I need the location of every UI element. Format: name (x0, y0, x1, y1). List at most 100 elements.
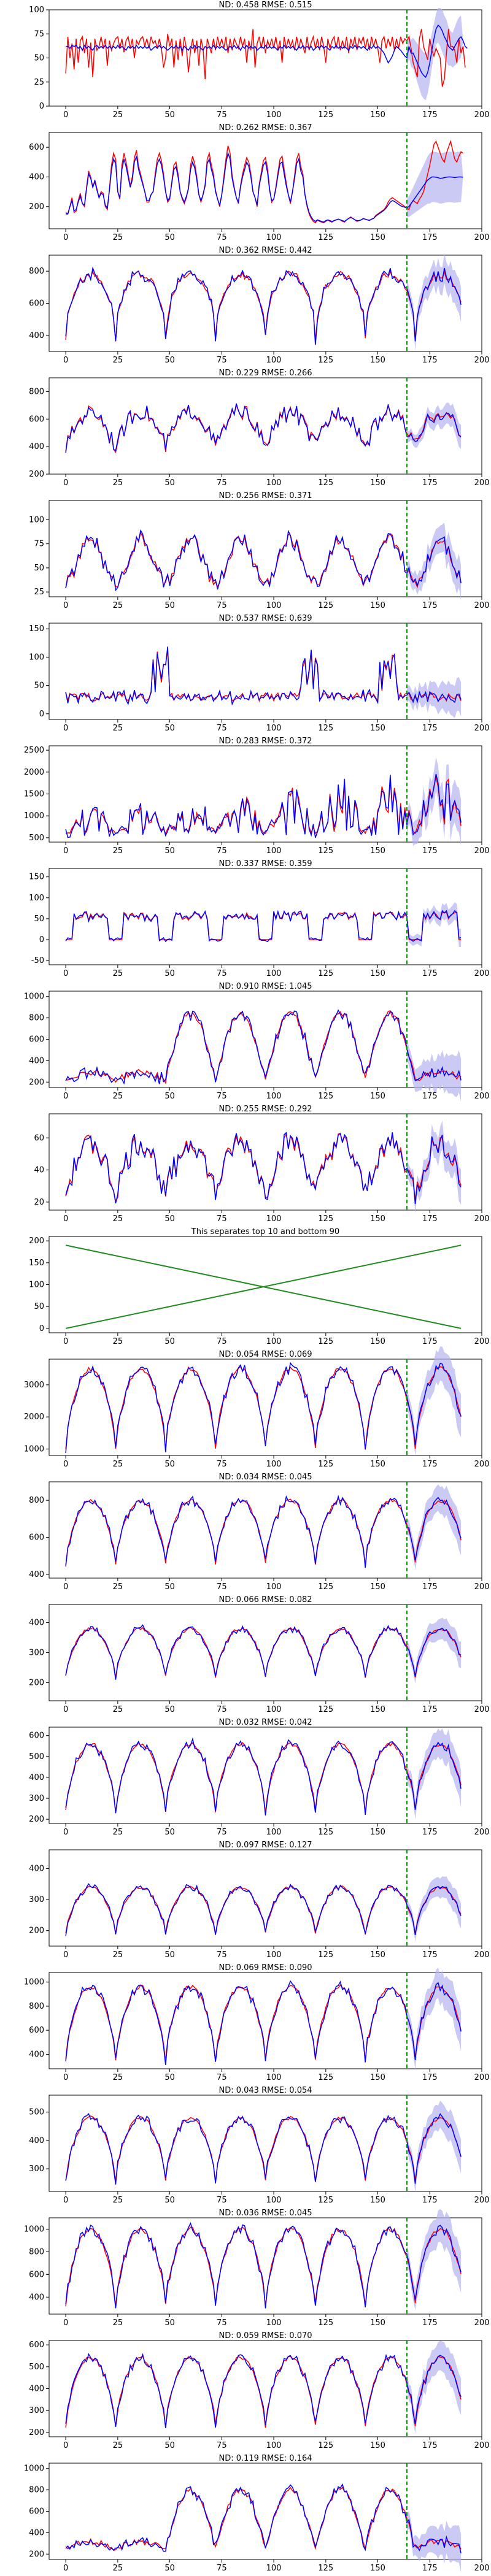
x-tick-label: 125 (318, 724, 333, 733)
x-tick-label: 0 (63, 1337, 68, 1346)
subplot-16: ND: 0.097 RMSE: 0.127 0 25 50 75 100 125 150 175… (29, 1841, 489, 1960)
actual-series-line (65, 1984, 462, 2061)
confidence-band (406, 1876, 462, 1942)
x-tick-label: 0 (63, 110, 68, 120)
x-tick-label: 50 (164, 1582, 175, 1592)
subplot-12: ND: 0.054 RMSE: 0.069 0 25 50 75 100 125 150 175… (24, 1346, 489, 1469)
x-tick-label: 125 (318, 110, 333, 120)
subplot-title: ND: 0.066 RMSE: 0.082 (218, 1595, 312, 1604)
actual-series-line (65, 2226, 462, 2307)
x-tick-label: 0 (63, 969, 68, 978)
predicted-series-line (65, 1362, 462, 1454)
y-tick-label: 600 (29, 1035, 44, 1045)
actual-series-line (65, 404, 462, 454)
predicted-series-line (65, 2483, 462, 2554)
y-tick-label: 500 (29, 1752, 44, 1761)
x-tick-label: 100 (266, 478, 282, 488)
x-tick-label: 0 (63, 846, 68, 856)
x-tick-label: 50 (164, 1092, 175, 1101)
x-tick-label: 150 (370, 2441, 385, 2450)
y-tick-label: 0 (39, 102, 44, 111)
x-tick-label: 25 (113, 1214, 123, 1224)
x-tick-label: 100 (266, 846, 282, 856)
x-tick-label: 25 (113, 1705, 123, 1714)
x-tick-label: 200 (474, 1092, 490, 1101)
x-tick-label: 100 (266, 2564, 282, 2573)
subplot-title: ND: 0.256 RMSE: 0.371 (218, 491, 312, 500)
x-tick-label: 50 (164, 969, 175, 978)
y-tick-label: 400 (29, 331, 44, 340)
x-tick-label: 0 (63, 1460, 68, 1469)
y-tick-label: 400 (29, 1618, 44, 1627)
x-tick-label: 50 (164, 478, 175, 488)
y-tick-label: 600 (29, 415, 44, 424)
y-tick-label: 60 (34, 1133, 44, 1143)
x-tick-label: 100 (266, 1092, 282, 1101)
x-tick-label: 100 (266, 233, 282, 242)
x-tick-label: 50 (164, 1214, 175, 1224)
y-tick-label: 800 (29, 387, 44, 396)
axes-frame (48, 2217, 482, 2315)
x-tick-label: 150 (370, 2073, 385, 2082)
x-tick-label: 100 (266, 2318, 282, 2328)
y-tick-label: 200 (29, 202, 44, 212)
y-tick-label: 1000 (24, 1445, 44, 1454)
axes-frame (48, 868, 482, 965)
x-tick-label: 25 (113, 1828, 123, 1837)
x-tick-label: 150 (370, 1828, 385, 1837)
predicted-series-line (65, 1495, 462, 1568)
actual-series-line (65, 2355, 462, 2428)
confidence-band (406, 1728, 462, 1820)
subplot-title: ND: 0.537 RMSE: 0.639 (218, 614, 312, 623)
y-tick-label: 75 (34, 540, 44, 549)
predicted-series-line (65, 1624, 462, 1680)
x-tick-label: 0 (63, 1214, 68, 1224)
subplot-6: ND: 0.537 RMSE: 0.639 0 25 50 75 100 125 150 175… (29, 614, 489, 733)
x-tick-label: 25 (113, 356, 123, 365)
y-tick-label: 100 (29, 894, 44, 903)
predicted-series-line (65, 1132, 462, 1205)
subplot-title: ND: 0.362 RMSE: 0.442 (218, 246, 312, 255)
y-tick-label: 400 (29, 2528, 44, 2537)
y-tick-label: 1500 (24, 790, 44, 799)
x-tick-label: 75 (217, 110, 227, 120)
x-tick-label: 125 (318, 478, 333, 488)
y-tick-label: 600 (29, 2340, 44, 2350)
x-tick-label: 75 (217, 724, 227, 733)
x-tick-label: 175 (422, 1460, 438, 1469)
y-tick-label: 50 (34, 1302, 44, 1311)
subplot-title: ND: 0.337 RMSE: 0.359 (218, 859, 312, 868)
y-tick-label: 100 (29, 1281, 44, 1290)
x-tick-label: 75 (217, 1582, 227, 1592)
x-tick-label: 50 (164, 2564, 175, 2573)
confidence-band (406, 1484, 462, 1570)
axes-frame (48, 1727, 482, 1824)
subplot-2: ND: 0.262 RMSE: 0.367 0 25 50 75 100 125 150 175… (29, 123, 489, 242)
x-tick-label: 100 (266, 356, 282, 365)
y-tick-label: 0 (39, 710, 44, 719)
x-tick-label: 0 (63, 478, 68, 488)
x-tick-label: 175 (422, 1092, 438, 1101)
confidence-band (406, 1121, 462, 1214)
actual-series-line (65, 1885, 462, 1935)
x-tick-label: 200 (474, 1337, 490, 1346)
x-tick-label: 175 (422, 1828, 438, 1837)
actual-series-line (65, 139, 463, 224)
y-tick-label: 50 (34, 681, 44, 691)
x-tick-label: 200 (474, 601, 490, 610)
x-tick-label: 175 (422, 601, 438, 610)
x-tick-label: 0 (63, 2318, 68, 2328)
x-tick-label: 175 (422, 1950, 438, 1960)
x-tick-label: 100 (266, 1460, 282, 1469)
x-tick-label: 125 (318, 1705, 333, 1714)
predicted-series-line (65, 266, 462, 345)
actual-series-line (65, 650, 462, 703)
subplot-title: ND: 0.283 RMSE: 0.372 (218, 737, 312, 746)
y-tick-label: 300 (29, 1649, 44, 1658)
predicted-series-line (65, 773, 462, 838)
x-tick-label: 200 (474, 356, 490, 365)
x-tick-label: 125 (318, 1582, 333, 1592)
y-tick-label: 400 (29, 442, 44, 451)
confidence-band (406, 151, 463, 217)
